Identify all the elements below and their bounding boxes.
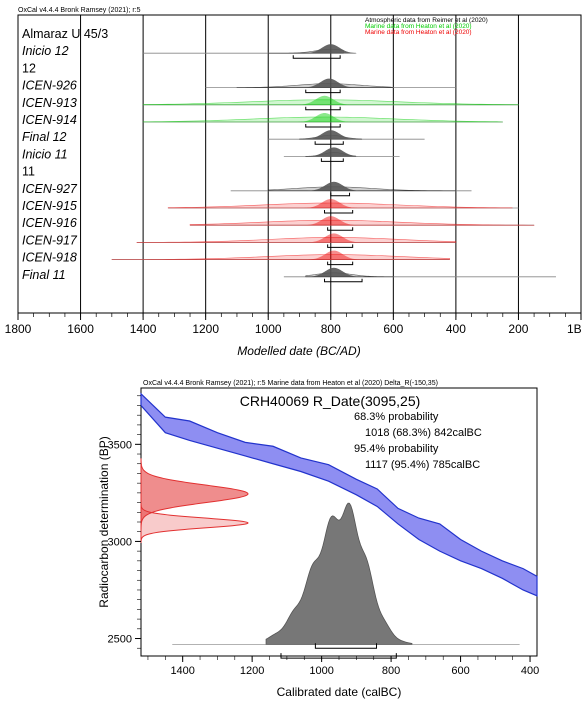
bottom-y-axis-label: Radiocarbon determination (BP) <box>97 436 111 607</box>
range-bracket <box>306 124 340 127</box>
range-bracket <box>328 227 353 230</box>
x-tick-label: 600 <box>451 665 469 677</box>
top-header: OxCal v4.4.4 Bronk Ramsey (2021); r:5 <box>18 7 141 14</box>
range-bracket <box>325 279 363 282</box>
row-label: ICEN-926 <box>22 79 77 93</box>
range-bracket <box>315 141 343 144</box>
x-tick-label: 800 <box>382 665 400 677</box>
top-x-ticks: 1800 1600 1400 1200 1000 800 600 400 200 1BC/1AD <box>5 313 582 336</box>
x-tick-label: 400 <box>446 322 466 336</box>
top-x-axis-label: Modelled date (BC/AD) <box>237 344 360 358</box>
row-label: Final 12 <box>22 130 67 144</box>
likelihood-shape <box>268 187 456 191</box>
stat-line-2: 1018 (68.3%) 842calBC <box>365 427 482 439</box>
row-label: 11 <box>22 165 35 179</box>
range-bracket <box>328 262 353 265</box>
row-label: ICEN-918 <box>22 251 77 265</box>
top-rows: Almaraz U 45/3 Inicio 12 12 ICEN-926 ICEN-91… <box>22 27 556 282</box>
row-label: Final 11 <box>22 268 66 282</box>
range-bracket <box>328 244 353 247</box>
x-tick-label: 1BC/1AD <box>567 322 582 336</box>
stat-line-3: 95.4% probability <box>354 443 439 455</box>
x-tick-label: 400 <box>521 665 539 677</box>
posterior-distribution <box>266 503 412 644</box>
range-bracket <box>293 55 340 58</box>
posterior-shape <box>308 147 361 156</box>
row-label: ICEN-917 <box>22 233 78 247</box>
bottom-title: CRH40069 R_Date(3095,25) <box>240 393 421 409</box>
row-label: Inicio 11 <box>22 147 68 161</box>
row-label: ICEN-927 <box>22 182 78 196</box>
likelihood-shape <box>137 237 456 242</box>
x-tick-label: 1600 <box>67 322 94 336</box>
x-tick-label: 1200 <box>192 322 219 336</box>
top-legend: Atmospheric data from Reimer et al (2020… <box>365 17 488 36</box>
x-tick-label: 1400 <box>130 322 157 336</box>
row-label: Inicio 12 <box>22 44 69 58</box>
row-label: Almaraz U 45/3 <box>22 27 108 41</box>
row-label: ICEN-913 <box>22 96 77 110</box>
row-label: ICEN-916 <box>22 216 77 230</box>
range-bracket <box>331 193 350 196</box>
stat-line-4: 1117 (95.4%) 785calBC <box>365 459 480 471</box>
row-label: ICEN-915 <box>22 199 77 213</box>
x-tick-label: 200 <box>508 322 528 336</box>
y-tick-label: 3500 <box>108 439 132 451</box>
legend-entry: Marine data from Heaton et al (2020) <box>365 29 472 36</box>
x-tick-label: 1800 <box>5 322 32 336</box>
range-bracket <box>325 210 353 213</box>
likelihood-shape <box>190 220 534 225</box>
row-label: 12 <box>22 61 36 75</box>
likelihood-shape <box>112 255 450 260</box>
x-tick-label: 600 <box>383 322 403 336</box>
bottom-x-axis-label: Calibrated date (calBC) <box>277 685 402 699</box>
stat-line-1: 68.3% probability <box>354 411 439 423</box>
top-grid <box>81 15 581 313</box>
x-tick-label: 1400 <box>170 665 194 677</box>
range-bracket <box>306 90 340 93</box>
y-tick-label: 2500 <box>108 634 132 646</box>
x-tick-label: 800 <box>321 322 341 336</box>
top-plot-frame <box>18 15 581 313</box>
x-tick-label: 1200 <box>240 665 264 677</box>
row-label: ICEN-914 <box>22 113 77 127</box>
x-tick-label: 1000 <box>309 665 333 677</box>
range-bracket <box>306 107 340 110</box>
x-tick-label: 1000 <box>255 322 282 336</box>
range-bracket <box>321 158 343 161</box>
bottom-header: OxCal v4.4.4 Bronk Ramsey (2021); r:5 Ma… <box>143 380 438 387</box>
y-tick-label: 3000 <box>108 536 132 548</box>
